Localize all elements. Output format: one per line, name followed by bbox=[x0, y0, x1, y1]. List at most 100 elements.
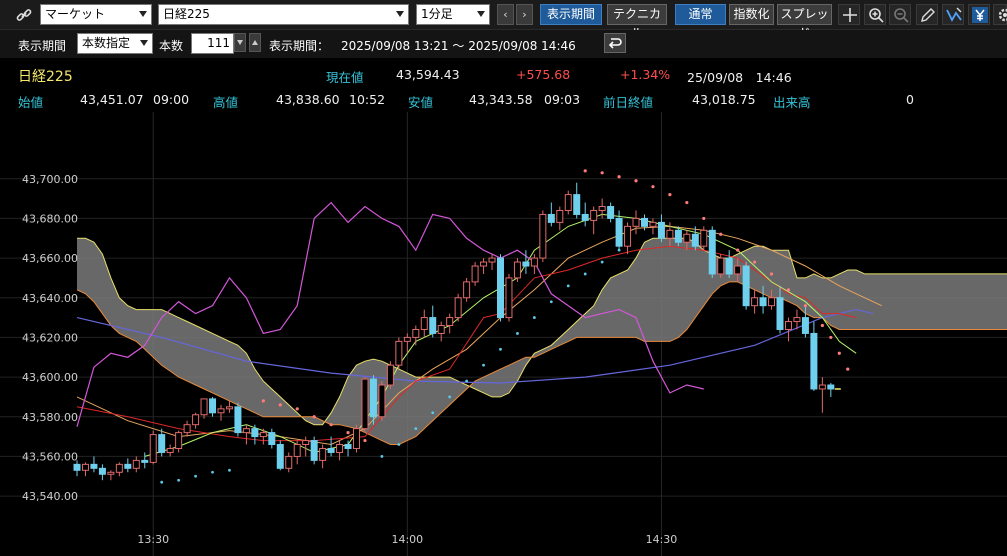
candle bbox=[666, 229, 674, 239]
sar-dot bbox=[329, 423, 333, 427]
candle bbox=[488, 257, 496, 263]
fan-icon bbox=[946, 7, 962, 22]
next-button[interactable]: › bbox=[516, 4, 533, 25]
candle bbox=[725, 257, 733, 275]
candle bbox=[378, 384, 386, 418]
candle bbox=[183, 424, 191, 434]
candle bbox=[573, 194, 581, 215]
sar-dot bbox=[363, 438, 367, 443]
candle bbox=[649, 221, 657, 227]
candle bbox=[547, 213, 555, 223]
candle bbox=[818, 384, 826, 390]
zoom-out-button[interactable] bbox=[889, 4, 911, 25]
range-value: 2025/09/08 13:21 ～ 2025/09/08 14:46 bbox=[341, 39, 576, 53]
y-tick-label: 43,580.00 bbox=[22, 411, 78, 424]
sar-dot bbox=[448, 395, 452, 399]
period-mode-value: 本数指定 bbox=[82, 36, 131, 50]
current-value: 43,594.43 bbox=[396, 67, 460, 82]
candle bbox=[480, 261, 488, 267]
technical-button[interactable]: テクニカル bbox=[607, 4, 667, 40]
sar-dot bbox=[786, 288, 791, 292]
candle bbox=[175, 432, 183, 449]
candle bbox=[530, 257, 538, 267]
sar-dot bbox=[499, 347, 502, 351]
open-value: 43,451.07 bbox=[80, 92, 144, 107]
candle bbox=[810, 332, 818, 390]
candle bbox=[784, 321, 792, 330]
link-icon[interactable] bbox=[15, 6, 33, 24]
count-decrement[interactable] bbox=[234, 33, 246, 52]
sar-dot bbox=[549, 300, 553, 304]
parabolic-sar bbox=[160, 169, 850, 484]
candle bbox=[90, 463, 98, 469]
settings-button[interactable] bbox=[993, 4, 1007, 25]
zoom-in-icon bbox=[869, 8, 884, 23]
volume-label: 出来高 bbox=[773, 95, 811, 110]
candle bbox=[505, 277, 513, 319]
candle bbox=[624, 225, 632, 247]
prev-close-value: 43,018.75 bbox=[692, 92, 756, 107]
sar-dot bbox=[346, 431, 350, 435]
reset-period-button[interactable] bbox=[604, 33, 626, 53]
volume-value: 0 bbox=[906, 92, 914, 107]
sar-dot bbox=[769, 272, 774, 276]
candle bbox=[615, 217, 623, 247]
crosshair-button[interactable] bbox=[838, 4, 860, 25]
period-button[interactable]: 表示期間 bbox=[540, 4, 602, 25]
candle bbox=[242, 428, 250, 434]
sar-dot bbox=[702, 216, 706, 221]
candle bbox=[336, 444, 344, 453]
x-tick-label: 14:30 bbox=[646, 533, 678, 546]
x-tick-label: 13:30 bbox=[137, 533, 169, 546]
candle bbox=[259, 432, 267, 438]
market-select[interactable]: マーケット bbox=[40, 4, 152, 25]
sar-dot bbox=[211, 470, 214, 474]
price-chart[interactable]: 43,540.00 43,560.00 43,580.00 43,600.00 43,6… bbox=[0, 112, 1007, 556]
normal-button[interactable]: 通常 bbox=[675, 4, 726, 25]
sar-dot bbox=[820, 323, 824, 328]
spread-button[interactable]: スプレッド bbox=[777, 4, 832, 40]
candle bbox=[801, 317, 809, 334]
symbol-select[interactable]: 日経225 bbox=[158, 4, 409, 25]
draw-button[interactable] bbox=[916, 4, 938, 25]
candle bbox=[734, 265, 742, 275]
candle bbox=[691, 233, 699, 247]
open-time: 09:00 bbox=[153, 92, 190, 107]
sar-dot bbox=[634, 179, 638, 183]
candle bbox=[158, 434, 166, 453]
oscillator-line bbox=[76, 201, 704, 427]
symbol-select-value: 日経225 bbox=[163, 7, 210, 21]
sar-dot bbox=[600, 171, 604, 175]
candle bbox=[115, 463, 123, 473]
zoom-in-button[interactable] bbox=[864, 4, 886, 25]
sar-dot bbox=[837, 351, 841, 355]
count-input[interactable]: 111 bbox=[191, 33, 234, 54]
candle bbox=[327, 447, 335, 453]
ichimoku-cloud bbox=[76, 237, 1007, 445]
main-toolbar: マーケット 日経225 1分足 ‹ › 表示期間 テクニカル 通常 指数化 スプ… bbox=[0, 0, 1007, 40]
candle bbox=[225, 406, 233, 410]
chevron-down-icon bbox=[396, 11, 404, 17]
yen-button[interactable] bbox=[968, 4, 990, 25]
prev-button[interactable]: ‹ bbox=[497, 4, 514, 25]
candle bbox=[497, 257, 504, 319]
market-select-value: マーケット bbox=[45, 7, 106, 21]
candle bbox=[276, 444, 284, 469]
candle bbox=[107, 471, 115, 475]
candle bbox=[598, 206, 606, 211]
fan-button[interactable] bbox=[942, 4, 964, 25]
sar-dot bbox=[736, 248, 740, 252]
interval-select[interactable]: 1分足 bbox=[416, 4, 490, 25]
sar-dot bbox=[583, 169, 587, 173]
candle bbox=[344, 444, 352, 449]
candle bbox=[302, 440, 310, 446]
index-button[interactable]: 指数化 bbox=[729, 4, 774, 25]
candle bbox=[217, 408, 225, 414]
cloud-span-b bbox=[76, 281, 1007, 445]
count-increment[interactable] bbox=[249, 33, 261, 52]
candle bbox=[132, 459, 140, 469]
period-mode-select[interactable]: 本数指定 bbox=[77, 33, 153, 54]
change-value: +575.68 bbox=[516, 67, 571, 82]
candle bbox=[234, 406, 242, 434]
candle bbox=[141, 459, 149, 463]
